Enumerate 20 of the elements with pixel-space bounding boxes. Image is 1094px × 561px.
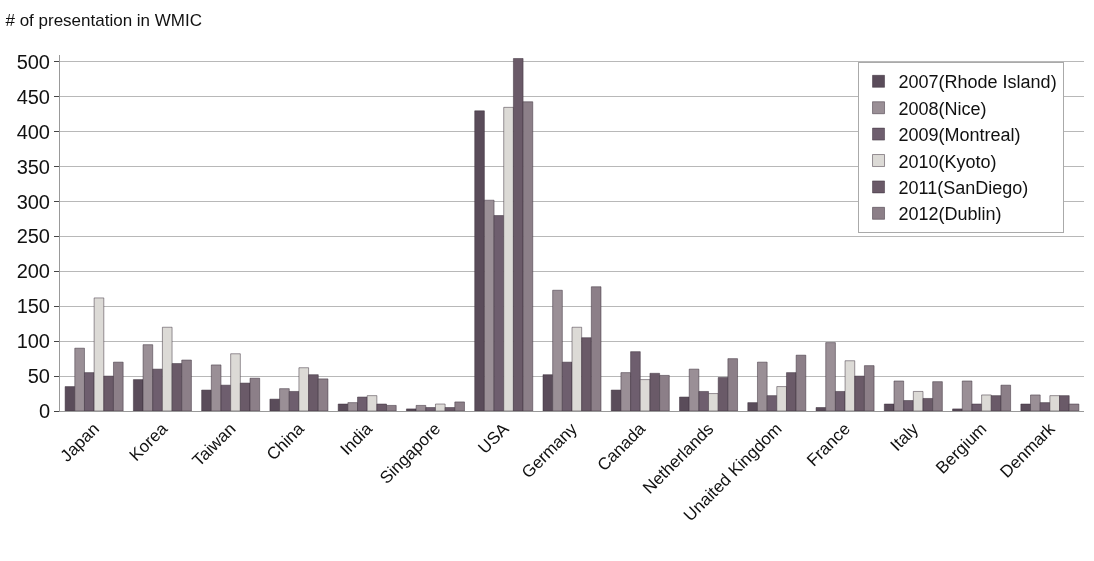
y-tick-label: 0 (38, 400, 50, 422)
legend-label: 2012(Dublin) (898, 204, 1002, 225)
legend-label: 2008(Nice) (898, 98, 987, 119)
legend-label: 2007(Rhode Island) (898, 72, 1057, 93)
legend-label: 2011(SanDiego) (898, 177, 1029, 198)
x-tick-label: Italy (886, 418, 923, 455)
y-tick-label: 100 (16, 330, 50, 353)
y-tick-label: 450 (16, 85, 50, 108)
legend-label: 2009(Montreal) (898, 125, 1021, 146)
legend-label: 2010(Kyoto) (898, 151, 997, 172)
y-tick-label: 400 (16, 120, 50, 143)
y-tick-label: 250 (16, 225, 50, 248)
y-tick-label: 350 (16, 155, 50, 178)
y-tick-label: 200 (16, 260, 50, 283)
chart-title: # of presentation in WMIC (5, 10, 202, 30)
x-tick-label: USA (474, 418, 514, 458)
y-tick-label: 150 (16, 295, 50, 318)
y-tick-label: 50 (27, 365, 50, 388)
y-tick-label: 500 (16, 50, 50, 73)
y-tick-label: 300 (16, 190, 50, 213)
